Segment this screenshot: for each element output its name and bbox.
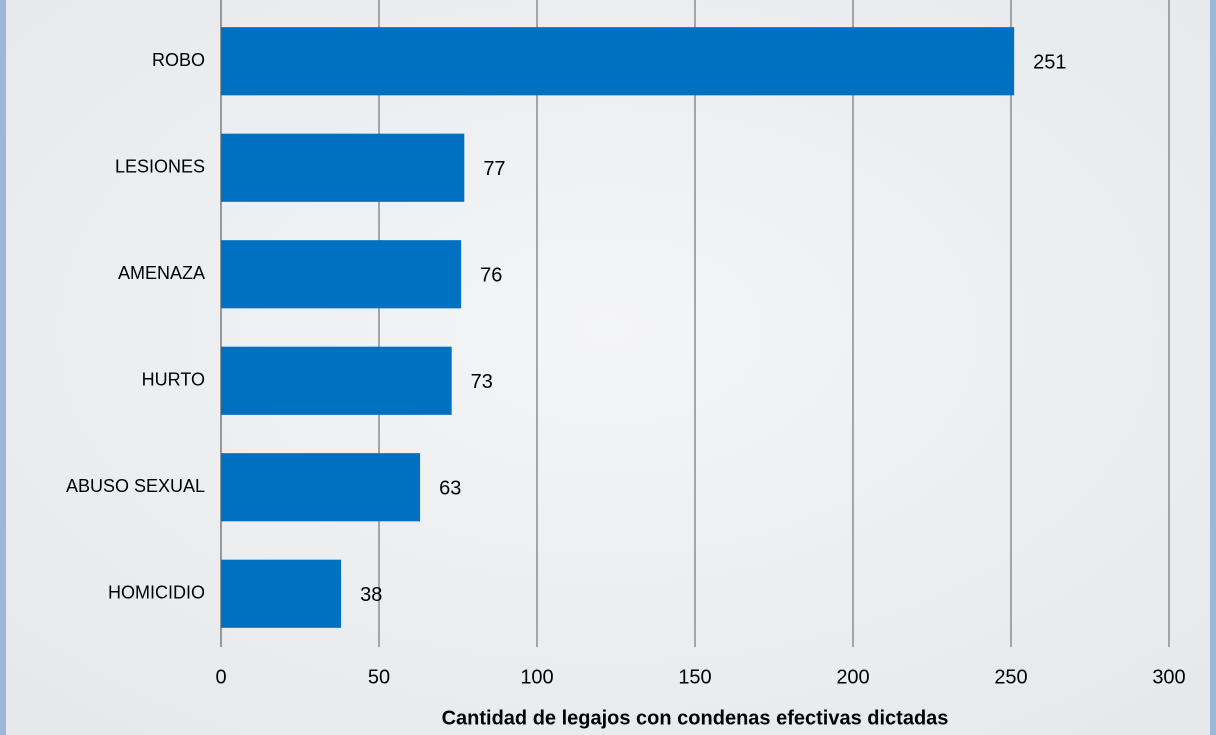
x-tick-label: 0 xyxy=(215,666,226,688)
data-label: 251 xyxy=(1033,52,1066,74)
right-border xyxy=(1210,0,1216,735)
data-label: 76 xyxy=(480,265,502,287)
bar xyxy=(221,240,462,309)
x-axis-title: Cantidad de legajos con condenas efectiv… xyxy=(442,707,949,729)
bar xyxy=(221,133,465,202)
x-tick-label: 300 xyxy=(1152,666,1185,688)
bar xyxy=(221,27,1015,96)
left-border xyxy=(0,0,6,735)
x-tick-label: 250 xyxy=(994,666,1027,688)
data-label: 63 xyxy=(439,478,461,500)
y-tick-label: LESIONES xyxy=(115,157,205,177)
x-tick-label: 50 xyxy=(368,666,390,688)
y-tick-label: HURTO xyxy=(142,370,205,390)
bar xyxy=(221,453,421,522)
x-tick-label: 200 xyxy=(836,666,869,688)
data-label: 38 xyxy=(360,584,382,606)
data-label: 77 xyxy=(483,158,505,180)
x-tick-label: 100 xyxy=(520,666,553,688)
bar xyxy=(221,559,342,628)
y-tick-label: ABUSO SEXUAL xyxy=(66,476,205,496)
y-tick-label: HOMICIDIO xyxy=(108,583,205,603)
bar xyxy=(221,346,452,415)
data-label: 73 xyxy=(471,371,493,393)
y-tick-label: ROBO xyxy=(152,50,205,70)
y-tick-label: AMENAZA xyxy=(118,263,205,283)
x-tick-label: 150 xyxy=(678,666,711,688)
